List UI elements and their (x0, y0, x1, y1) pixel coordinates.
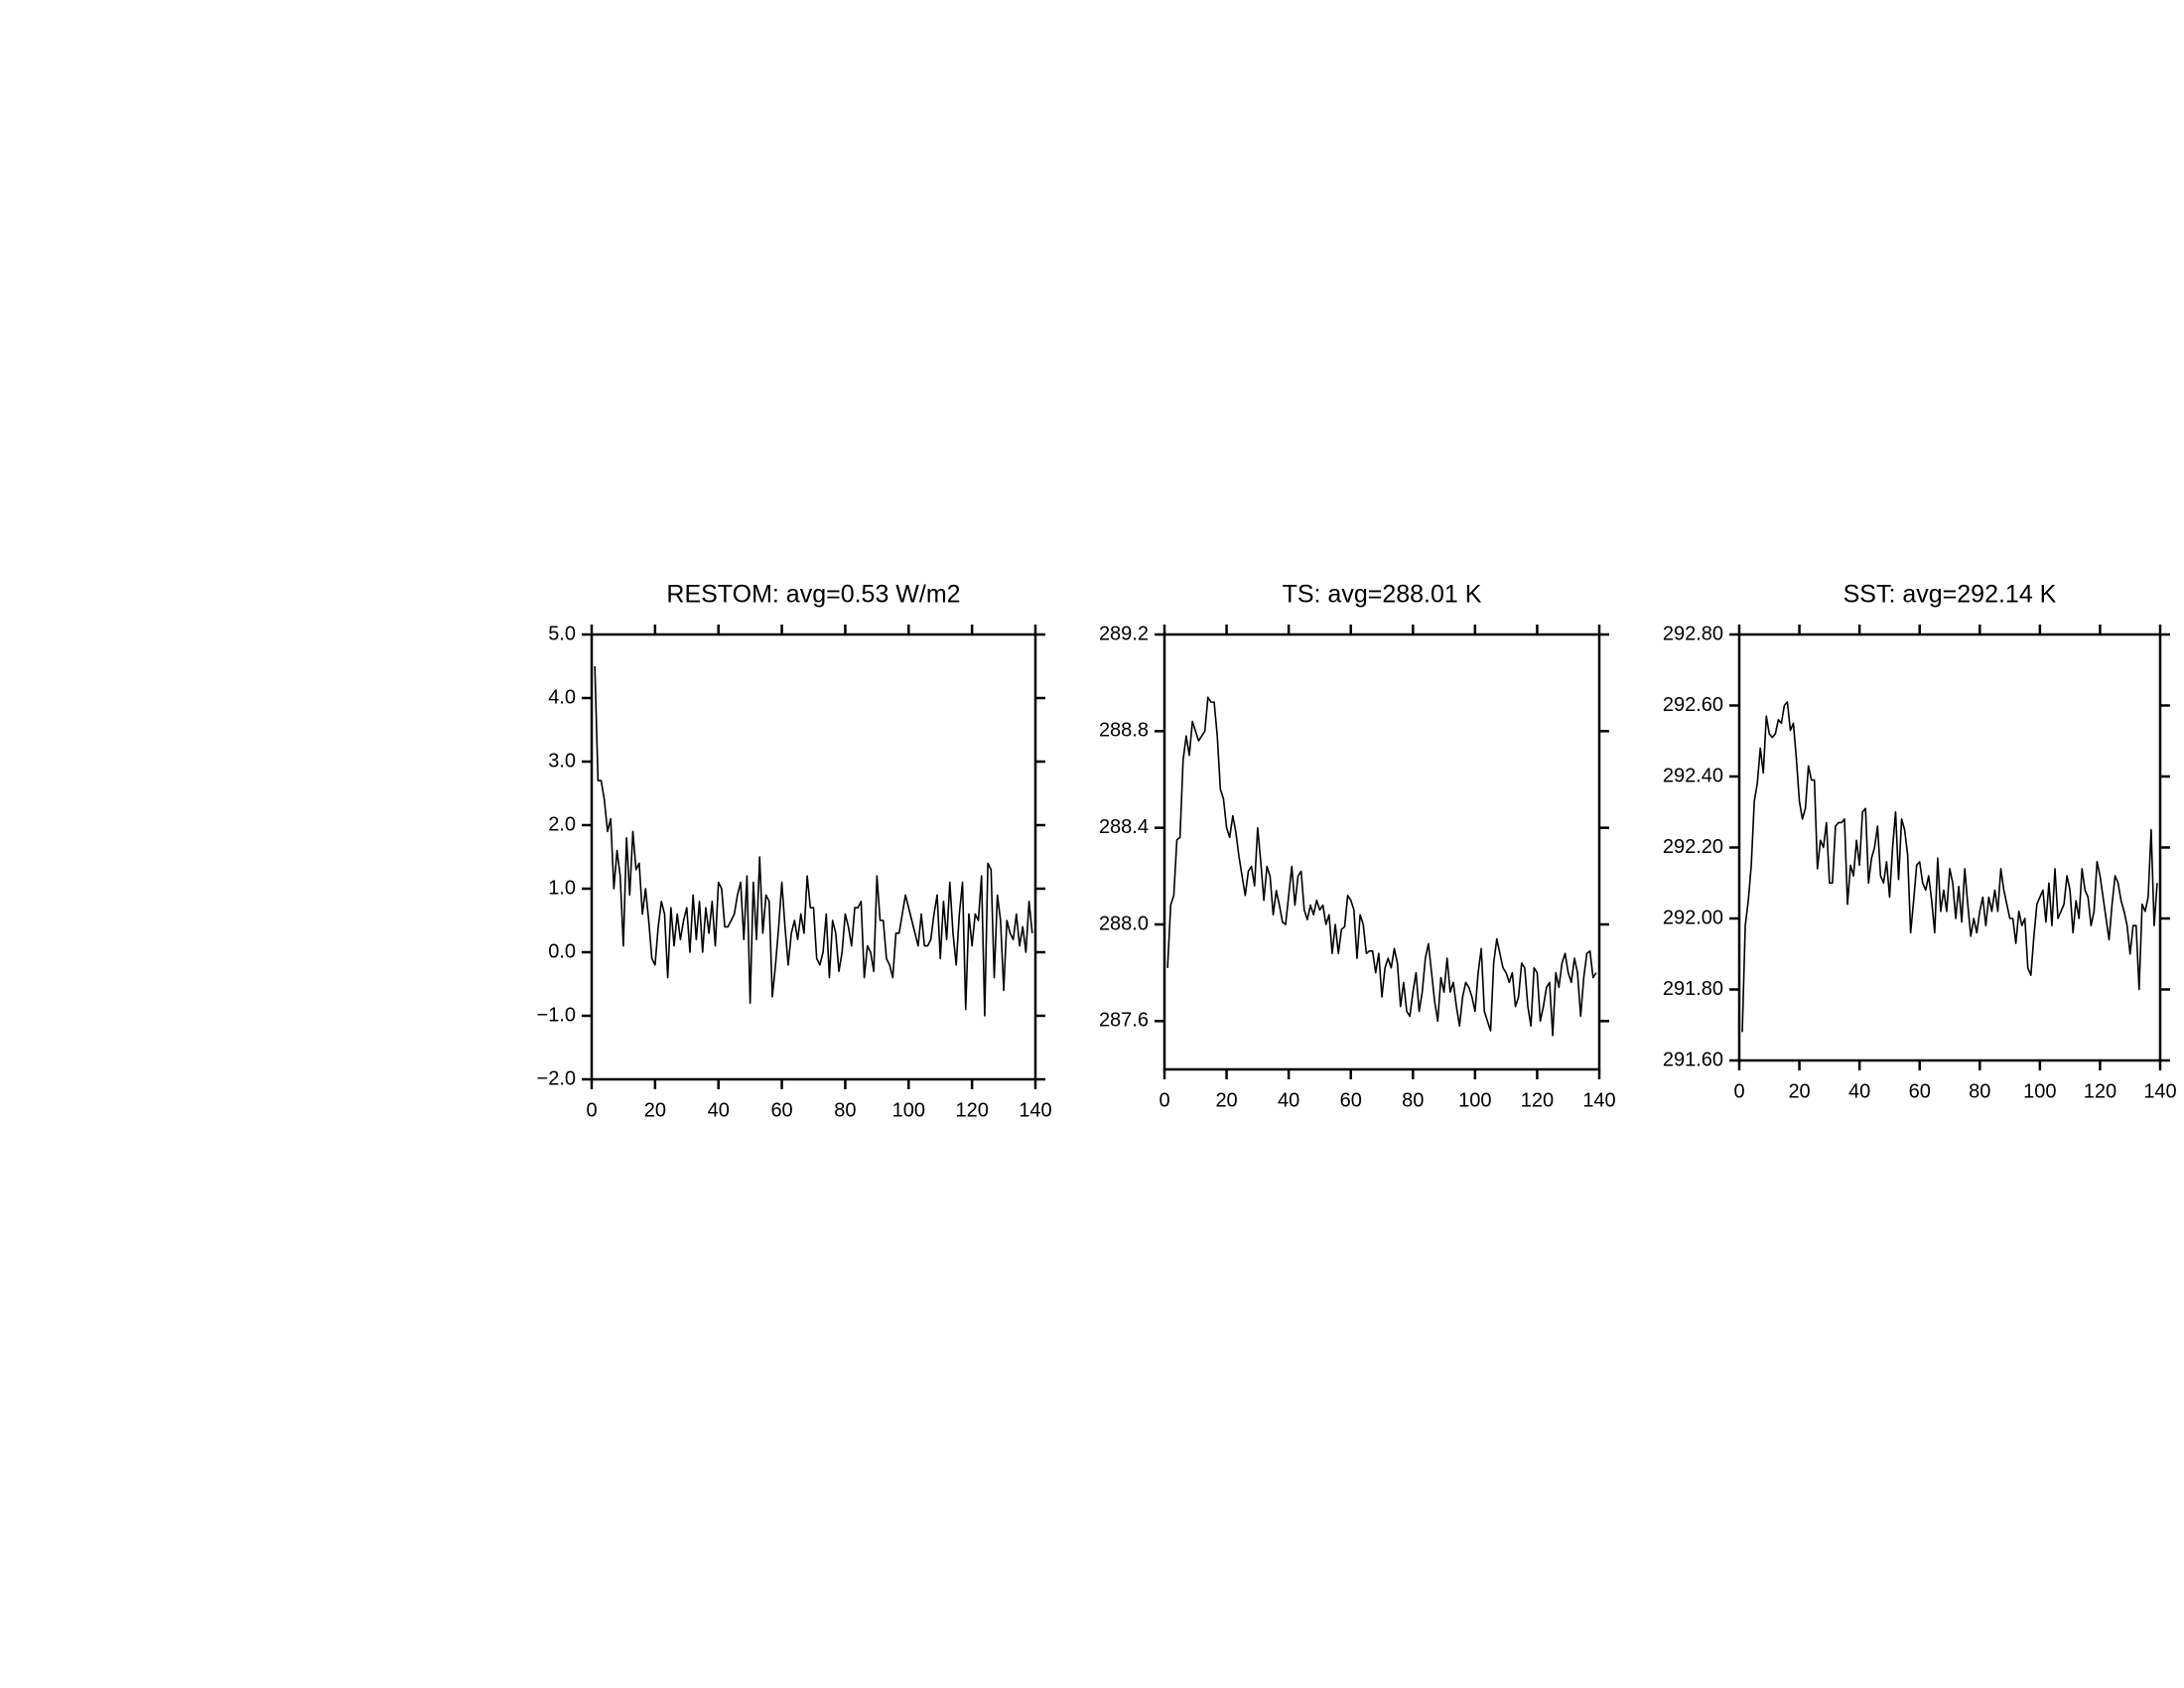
plot-frame (1162, 633, 1601, 1071)
data-line (594, 665, 1033, 1017)
x-tick-label: 100 (1458, 1089, 1491, 1111)
x-tick-label: 0 (1159, 1089, 1169, 1111)
x-tick-label: 140 (2143, 1080, 2176, 1102)
plot-frame (1737, 633, 2162, 1062)
y-tick-label: 292.60 (1663, 694, 1723, 716)
x-tick-label: 140 (1019, 1099, 1051, 1121)
y-tick-label: 292.20 (1663, 836, 1723, 858)
y-tick-label: 0.0 (548, 940, 576, 962)
y-tick-label: 4.0 (548, 686, 576, 708)
chart-title: RESTOM: avg=0.53 W/m2 (666, 581, 960, 609)
x-tick-label: 120 (1521, 1089, 1554, 1111)
y-tick-label: 291.80 (1663, 978, 1723, 1000)
x-tick-label: 40 (708, 1099, 730, 1121)
chart-title: SST: avg=292.14 K (1843, 581, 2057, 609)
y-tick-label: 3.0 (548, 750, 576, 772)
y-tick-label: 288.8 (1099, 720, 1149, 742)
y-tick-label: 288.0 (1099, 913, 1149, 934)
y-tick-label: 1.0 (548, 877, 576, 899)
y-tick-label: 289.2 (1099, 623, 1149, 644)
y-tick-label: 292.00 (1663, 907, 1723, 928)
y-tick-label: 292.80 (1663, 623, 1723, 644)
x-tick-label: 120 (2084, 1080, 2116, 1102)
x-tick-label: 60 (1909, 1080, 1931, 1102)
y-tick-label: −1.0 (537, 1004, 576, 1026)
x-tick-label: 80 (1969, 1080, 1990, 1102)
data-line (1166, 696, 1597, 1037)
y-tick-label: −2.0 (537, 1067, 576, 1089)
x-tick-label: 100 (892, 1099, 925, 1121)
x-tick-label: 0 (586, 1099, 597, 1121)
y-tick-label: 288.4 (1099, 816, 1149, 838)
y-tick-label: 292.40 (1663, 765, 1723, 786)
y-tick-label: 287.6 (1099, 1010, 1149, 1032)
x-tick-label: 100 (2023, 1080, 2056, 1102)
x-tick-label: 80 (834, 1099, 856, 1121)
x-tick-label: 20 (1788, 1080, 1810, 1102)
y-tick-label: 291.60 (1663, 1049, 1723, 1070)
y-tick-label: 5.0 (548, 623, 576, 644)
x-tick-label: 20 (1215, 1089, 1237, 1111)
x-tick-label: 40 (1848, 1080, 1870, 1102)
x-tick-label: 60 (1340, 1089, 1362, 1111)
x-tick-label: 80 (1402, 1089, 1424, 1111)
chart-title: TS: avg=288.01 K (1283, 581, 1482, 609)
x-tick-label: 60 (770, 1099, 792, 1121)
x-tick-label: 40 (1278, 1089, 1299, 1111)
x-tick-label: 0 (1733, 1080, 1744, 1102)
plot-frame (590, 633, 1037, 1081)
x-tick-label: 20 (644, 1099, 666, 1121)
y-tick-label: 2.0 (548, 813, 576, 835)
data-line (1741, 701, 2158, 1033)
x-tick-label: 140 (1582, 1089, 1615, 1111)
x-tick-label: 120 (955, 1099, 988, 1121)
